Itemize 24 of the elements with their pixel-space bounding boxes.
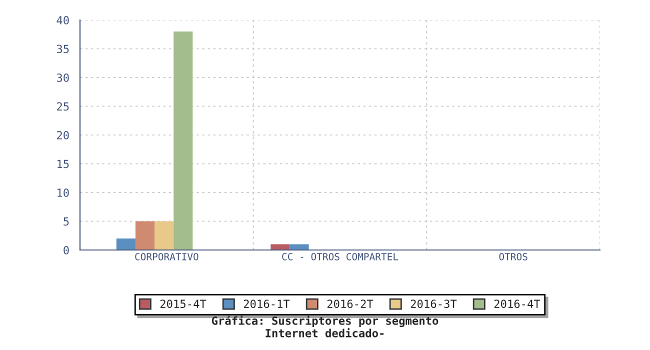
bar <box>174 32 193 250</box>
bar <box>135 221 155 250</box>
bar <box>290 244 309 250</box>
y-tick-label: 0 <box>64 246 69 254</box>
legend-label: 2015-4T <box>160 300 206 308</box>
bar <box>154 221 174 250</box>
legend-label: 2016-3T <box>410 300 457 308</box>
y-tick-label: 25 <box>57 102 69 111</box>
y-tick-label: 15 <box>58 160 69 168</box>
y-tick-label: 40 <box>56 16 69 24</box>
legend-label: 2016-1T <box>244 300 290 308</box>
bar <box>116 238 136 250</box>
legend-label: 2016-2T <box>327 300 374 308</box>
bar <box>270 244 290 250</box>
y-tick-label: 35 <box>56 44 69 54</box>
y-tick-label: 20 <box>57 131 69 140</box>
y-tick-label: 30 <box>56 74 69 82</box>
y-tick-label: 5 <box>64 217 69 226</box>
x-tick-label: CC - OTROS COMPARTEL <box>282 253 398 260</box>
y-tick-label: 10 <box>58 188 69 197</box>
x-tick-label: CORPORATIVO <box>135 253 198 260</box>
text: Gráfica: Suscriptores por segmento Internet dedicado- <box>212 316 438 338</box>
legend-label: 2016-4T <box>494 300 540 308</box>
x-tick-label: OTROS <box>499 253 528 260</box>
